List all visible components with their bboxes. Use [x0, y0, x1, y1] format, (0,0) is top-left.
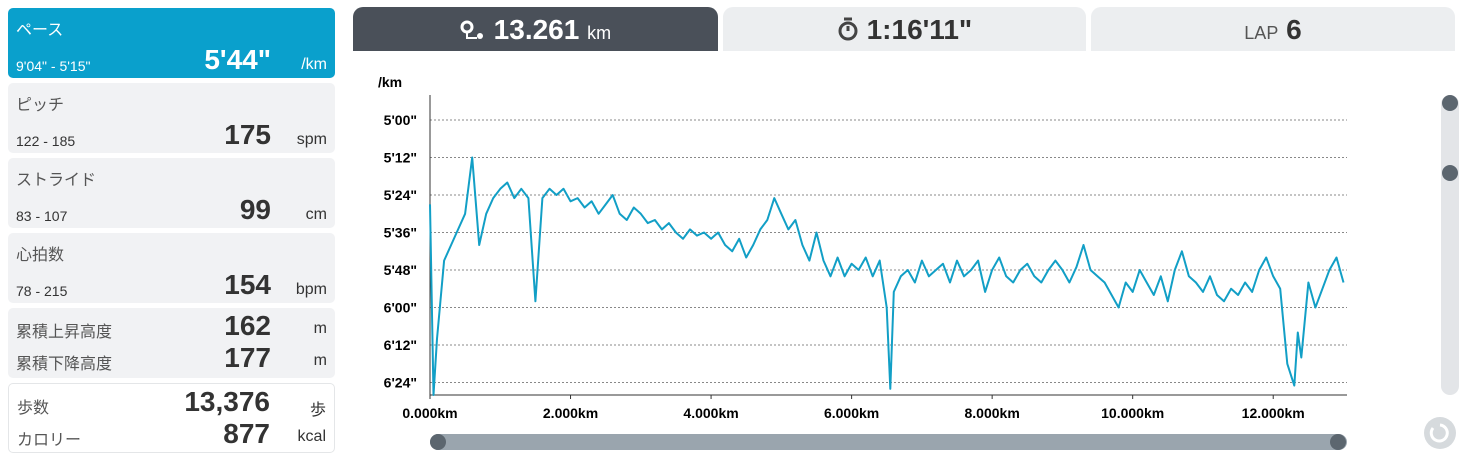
distance-tab[interactable]: 13.261 km [353, 7, 718, 51]
y-axis-unit: /km [378, 74, 402, 90]
unit: m [313, 352, 327, 369]
metric-card[interactable]: ペース 9'04" - 5'15" 5'44" /km [8, 8, 335, 78]
range-slider[interactable] [430, 434, 1347, 450]
x-tick-label: 8.000km [965, 405, 1020, 421]
x-tick-label: 2.000km [543, 405, 598, 421]
reset-icon [1429, 423, 1449, 443]
y-tick-label: 5'24" [384, 187, 417, 203]
value: 162 [224, 310, 271, 341]
unit: /km [301, 56, 327, 73]
metric-card[interactable]: ストライド 83 - 107 99 cm [8, 158, 335, 228]
lap-tab[interactable]: LAP 6 [1091, 7, 1455, 51]
y-tick-label: 6'00" [384, 300, 417, 316]
unit: m [313, 320, 327, 337]
value: 177 [224, 342, 271, 373]
reset-button[interactable] [1424, 417, 1456, 449]
unit: cm [305, 206, 327, 223]
unit: 歩 [309, 402, 326, 419]
pace-line [429, 156, 1345, 396]
label: 累積上昇高度 [16, 324, 113, 341]
value: 5'44" [204, 44, 271, 75]
label: ピッチ [16, 97, 65, 114]
metric-card[interactable]: ピッチ 122 - 185 175 spm [8, 83, 335, 153]
metric-card[interactable]: 心拍数 78 - 215 154 bpm [8, 233, 335, 303]
y-tick-label: 5'48" [384, 262, 417, 278]
lap-value: 6 [1286, 14, 1302, 45]
slider-handle[interactable] [1442, 165, 1458, 181]
label: 歩数 [17, 400, 50, 417]
totals-row: 歩数 13,376 歩 [17, 386, 326, 419]
y-tick-label: 5'36" [384, 225, 417, 241]
label: 累積下降高度 [16, 356, 113, 373]
elevation-card[interactable]: 累積上昇高度 162 m 累積下降高度 177 m [8, 308, 335, 378]
unit: bpm [295, 281, 327, 298]
slider-handle[interactable] [430, 434, 446, 450]
totals-row: カロリー 877 kcal [17, 418, 326, 450]
slider-handle[interactable] [1442, 95, 1458, 111]
unit: kcal [297, 428, 326, 445]
vertical-slider[interactable] [1441, 95, 1459, 395]
elevation-row: 累積上昇高度 162 m [16, 310, 327, 342]
range: 9'04" - 5'15" [16, 58, 91, 74]
range: 78 - 215 [16, 283, 68, 299]
x-tick-label: 10.000km [1101, 405, 1164, 421]
totals-card: 歩数 13,376 歩 カロリー 877 kcal [8, 383, 335, 453]
distance-value: 13.261 [493, 14, 580, 45]
distance-unit: km [587, 23, 612, 43]
slider-handle[interactable] [1330, 434, 1346, 450]
elevation-row: 累積下降高度 177 m [16, 342, 327, 374]
time-tab[interactable]: 1:16'11" [723, 7, 1086, 51]
y-tick-label: 6'24" [384, 375, 417, 391]
value: 99 [239, 194, 271, 225]
label: ストライド [16, 172, 97, 189]
x-tick-label: 6.000km [824, 405, 879, 421]
lap-label: LAP [1244, 23, 1279, 43]
x-tick-label: 0.000km [402, 405, 457, 421]
value: 13,376 [184, 386, 270, 417]
label: ペース [16, 22, 64, 39]
y-tick-label: 5'12" [384, 150, 417, 166]
label: カロリー [17, 432, 82, 449]
value: 877 [223, 418, 270, 449]
range: 83 - 107 [16, 208, 68, 224]
x-tick-label: 4.000km [683, 405, 738, 421]
timer-icon [838, 17, 858, 41]
x-tick-label: 12.000km [1242, 405, 1305, 421]
value: 154 [224, 269, 271, 300]
time-value: 1:16'11" [866, 14, 973, 45]
y-tick-label: 6'12" [384, 337, 417, 353]
y-tick-label: 5'00" [384, 112, 417, 128]
route-icon [460, 20, 483, 39]
unit: spm [296, 131, 327, 148]
range: 122 - 185 [16, 133, 76, 149]
value: 175 [224, 119, 271, 150]
label: 心拍数 [16, 247, 65, 264]
